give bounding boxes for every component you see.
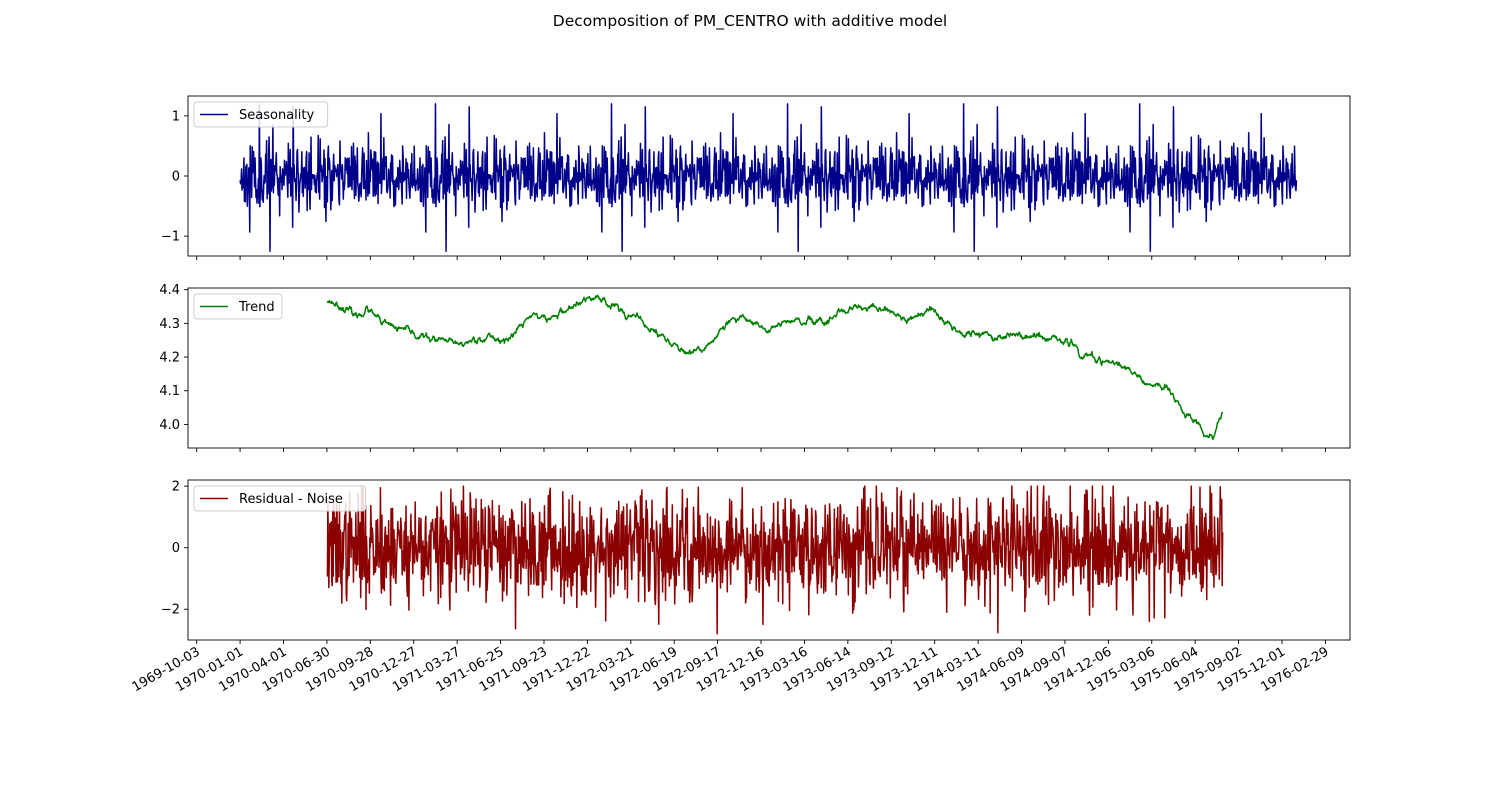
legend-label-seasonality: Seasonality [239, 108, 314, 123]
legend-residual: Residual - Noise [193, 485, 367, 512]
panel-residual: 2 0 −2 Residual - Noise [161, 479, 1351, 644]
ytick-label-seasonality-1: 0 [172, 170, 180, 185]
ytick-label-residual-1: 0 [172, 541, 180, 556]
ytick-label-seasonality-0: 1 [172, 109, 180, 124]
legend-frame-seasonality [193, 101, 329, 128]
ytick-label-residual-0: 2 [172, 480, 180, 495]
legend-frame-trend [193, 293, 283, 320]
panel-seasonality: 1 0 −1 Seasonality [161, 95, 1351, 260]
ytick-label-trend-2: 4.2 [159, 351, 180, 366]
series-line-trend [326, 294, 1224, 441]
ytick-label-trend-3: 4.1 [159, 384, 180, 399]
figure-title: Decomposition of PM_CENTRO with additive… [552, 12, 948, 30]
axes-frame-residual [187, 479, 1351, 641]
series-line-seasonality [239, 103, 1298, 252]
panel-trend: 4.4 4.3 4.2 4.1 4.0 Trend [159, 283, 1351, 452]
series-line-residual [326, 485, 1224, 635]
legend-seasonality: Seasonality [193, 101, 329, 128]
legend-trend: Trend [193, 293, 283, 320]
legend-label-trend: Trend [238, 300, 275, 315]
axes-frame-trend [187, 287, 1351, 449]
ytick-label-trend-4: 4.0 [159, 418, 180, 433]
legend-frame-residual [193, 485, 367, 512]
ytick-label-seasonality-2: −1 [161, 230, 180, 245]
ytick-label-trend-1: 4.3 [159, 317, 180, 332]
ytick-label-residual-2: −2 [161, 603, 180, 618]
ytick-label-trend-0: 4.4 [159, 283, 180, 298]
legend-label-residual: Residual - Noise [239, 492, 343, 507]
